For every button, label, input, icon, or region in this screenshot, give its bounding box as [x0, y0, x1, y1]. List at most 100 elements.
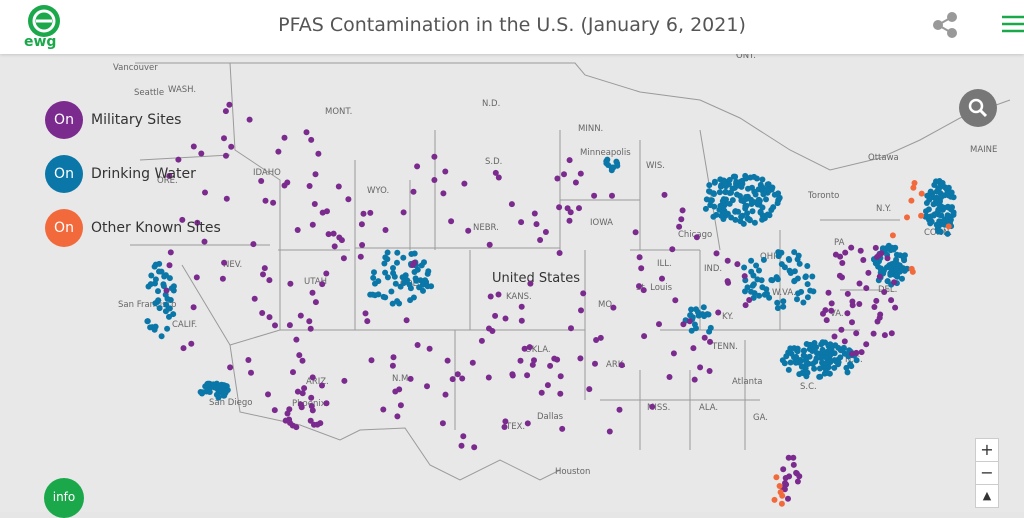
site-dot[interactable] [759, 216, 766, 223]
site-dot[interactable] [723, 196, 729, 203]
site-dot[interactable] [158, 333, 165, 340]
site-dot[interactable] [221, 135, 227, 142]
site-dot[interactable] [358, 221, 365, 228]
site-dot[interactable] [492, 312, 499, 319]
site-dot[interactable] [331, 243, 338, 250]
site-dot[interactable] [180, 345, 187, 352]
site-dot[interactable] [890, 246, 897, 253]
site-dot[interactable] [733, 180, 739, 187]
site-dot[interactable] [813, 355, 820, 362]
site-dot[interactable] [790, 454, 797, 461]
site-dot[interactable] [170, 283, 177, 290]
site-dot[interactable] [707, 324, 714, 331]
site-dot[interactable] [284, 410, 291, 417]
site-dot[interactable] [742, 203, 749, 210]
site-dot[interactable] [492, 169, 499, 176]
site-dot[interactable] [746, 297, 753, 303]
site-dot[interactable] [768, 277, 775, 283]
toggle[interactable]: On [45, 155, 83, 193]
site-dot[interactable] [934, 225, 941, 232]
site-dot[interactable] [720, 179, 727, 186]
site-dot[interactable] [526, 344, 533, 351]
logo-icon[interactable] [28, 5, 60, 37]
site-dot[interactable] [281, 182, 288, 189]
site-dot[interactable] [822, 354, 829, 361]
site-dot[interactable] [266, 314, 273, 321]
site-dot[interactable] [900, 255, 907, 262]
site-dot[interactable] [308, 394, 315, 401]
site-dot[interactable] [537, 237, 544, 243]
site-dot[interactable] [701, 334, 708, 341]
site-dot[interactable] [577, 355, 584, 362]
site-dot[interactable] [856, 280, 863, 287]
site-dot[interactable] [556, 204, 563, 211]
site-dot[interactable] [786, 473, 793, 480]
toggle[interactable]: On [45, 209, 83, 247]
site-dot[interactable] [940, 218, 947, 225]
site-dot[interactable] [938, 203, 945, 210]
site-dot[interactable] [800, 347, 807, 354]
site-dot[interactable] [391, 273, 398, 280]
site-dot[interactable] [382, 227, 389, 233]
site-dot[interactable] [152, 323, 159, 330]
site-dot[interactable] [411, 259, 418, 266]
site-dot[interactable] [686, 318, 693, 325]
site-dot[interactable] [927, 189, 934, 196]
site-dot[interactable] [856, 301, 863, 307]
site-dot[interactable] [495, 291, 502, 298]
site-dot[interactable] [266, 277, 273, 284]
site-dot[interactable] [226, 101, 233, 108]
site-dot[interactable] [442, 391, 449, 398]
site-dot[interactable] [605, 162, 612, 168]
site-dot[interactable] [632, 229, 639, 236]
site-dot[interactable] [248, 369, 254, 376]
site-dot[interactable] [706, 182, 713, 189]
site-dot[interactable] [547, 362, 554, 369]
site-dot[interactable] [616, 406, 623, 413]
site-dot[interactable] [744, 284, 751, 291]
site-dot[interactable] [732, 208, 739, 215]
site-dot[interactable] [948, 206, 954, 213]
site-dot[interactable] [911, 180, 918, 186]
site-dot[interactable] [380, 406, 387, 413]
site-dot[interactable] [904, 265, 911, 272]
site-dot[interactable] [319, 382, 325, 389]
site-dot[interactable] [566, 217, 573, 224]
site-dot[interactable] [469, 359, 476, 366]
site-dot[interactable] [414, 342, 421, 348]
site-dot[interactable] [728, 189, 734, 196]
site-dot[interactable] [609, 192, 615, 199]
site-dot[interactable] [411, 250, 418, 257]
site-dot[interactable] [394, 413, 401, 420]
site-dot[interactable] [407, 297, 414, 304]
site-dot[interactable] [557, 390, 564, 397]
site-dot[interactable] [419, 281, 426, 288]
site-dot[interactable] [502, 418, 509, 425]
site-dot[interactable] [892, 265, 899, 272]
site-dot[interactable] [544, 382, 551, 389]
site-dot[interactable] [640, 287, 647, 294]
site-dot[interactable] [410, 188, 417, 195]
site-dot[interactable] [251, 295, 258, 302]
site-dot[interactable] [426, 345, 433, 352]
site-dot[interactable] [155, 288, 161, 295]
site-dot[interactable] [875, 252, 882, 259]
site-dot[interactable] [659, 275, 665, 282]
site-dot[interactable] [785, 454, 792, 461]
site-dot[interactable] [848, 363, 855, 370]
site-dot[interactable] [487, 293, 494, 300]
legend-item[interactable]: On Drinking Water [45, 155, 196, 193]
site-dot[interactable] [297, 401, 304, 408]
site-dot[interactable] [825, 289, 832, 296]
site-dot[interactable] [782, 480, 788, 487]
site-dot[interactable] [775, 190, 782, 197]
site-dot[interactable] [400, 209, 407, 216]
site-dot[interactable] [888, 297, 895, 304]
site-dot[interactable] [382, 269, 389, 276]
logo-text[interactable]: ewg [24, 34, 57, 50]
site-dot[interactable] [170, 311, 177, 318]
site-dot[interactable] [752, 191, 759, 198]
site-dot[interactable] [888, 265, 894, 272]
site-dot[interactable] [260, 271, 266, 278]
site-dot[interactable] [827, 341, 834, 348]
